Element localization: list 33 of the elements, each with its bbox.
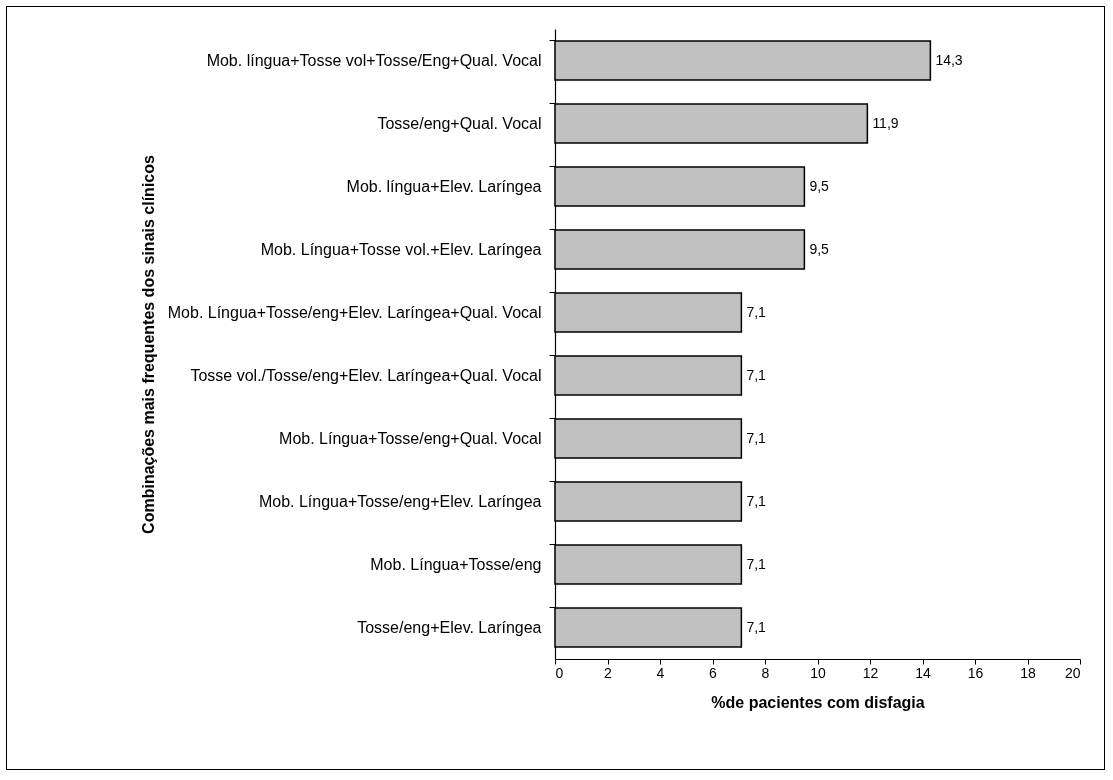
y-tick-label: Mob. Língua+Tosse/eng+Elev. Laríngea [258, 492, 542, 510]
x-tick-label: 10 [810, 664, 826, 681]
y-tick-label: Tosse/eng+Elev. Laríngea [357, 618, 542, 636]
data-label: 11,9 [872, 114, 899, 131]
y-tick-label: Mob. Língua+Tosse/eng+Elev. Laríngea+Qual. Vocal [167, 303, 542, 321]
data-label: 7,1 [746, 429, 767, 446]
y-tick-label: Tosse vol./Tosse/eng+Elev. Laríngea+Qual. Vocal [190, 366, 542, 384]
data-label: 14,3 [935, 51, 963, 68]
data-label: 9,5 [809, 240, 830, 257]
x-tick-label: 4 [656, 664, 665, 681]
y-tick-label: Mob. língua+Elev. Laríngea [346, 177, 542, 195]
x-tick-label: 12 [862, 664, 879, 681]
y-axis-title: Combinações mais frequentes dos sinais clínicos [139, 155, 157, 534]
y-tick-label: Mob. Língua+Tosse/eng [370, 555, 542, 573]
x-tick-label: 14 [915, 664, 931, 681]
x-tick-label: 2 [604, 664, 613, 681]
y-tick-label: Mob. Língua+Tosse vol.+Elev. Laríngea [260, 240, 542, 258]
x-tick-label: 18 [1020, 664, 1036, 681]
x-tick-label: 6 [709, 664, 718, 681]
data-label: 7,1 [746, 366, 767, 383]
y-tick-label: Mob. língua+Tosse vol+Tosse/Eng+Qual. Vocal [206, 51, 542, 69]
x-tick-label: 0 [555, 664, 564, 681]
x-tick-label: 20 [1064, 664, 1081, 681]
data-label: 7,1 [746, 492, 767, 509]
data-label: 7,1 [746, 303, 767, 320]
x-axis-title: %de pacientes com disfagia [711, 693, 925, 711]
x-tick-label: 16 [967, 664, 984, 681]
y-tick-label: Tosse/eng+Qual. Vocal [377, 114, 542, 132]
x-tick-label: 8 [761, 664, 770, 681]
data-label: 7,1 [746, 618, 767, 635]
data-label: 9,5 [809, 177, 830, 194]
y-tick-label: Mob. Língua+Tosse/eng+Qual. Vocal [279, 429, 542, 447]
data-label: 7,1 [746, 555, 767, 572]
